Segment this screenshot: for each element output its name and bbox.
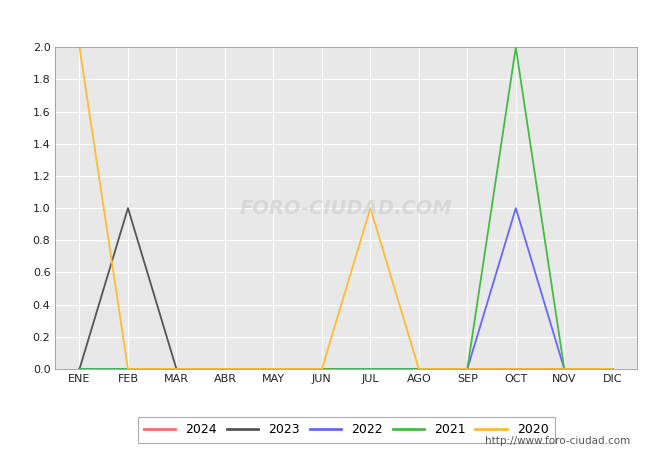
Legend: 2024, 2023, 2022, 2021, 2020: 2024, 2023, 2022, 2021, 2020 — [138, 417, 554, 443]
Text: Matriculaciones de Vehiculos en Neila: Matriculaciones de Vehiculos en Neila — [168, 14, 482, 33]
Text: FORO-CIUDAD.COM: FORO-CIUDAD.COM — [240, 198, 452, 218]
Text: http://www.foro-ciudad.com: http://www.foro-ciudad.com — [486, 436, 630, 446]
